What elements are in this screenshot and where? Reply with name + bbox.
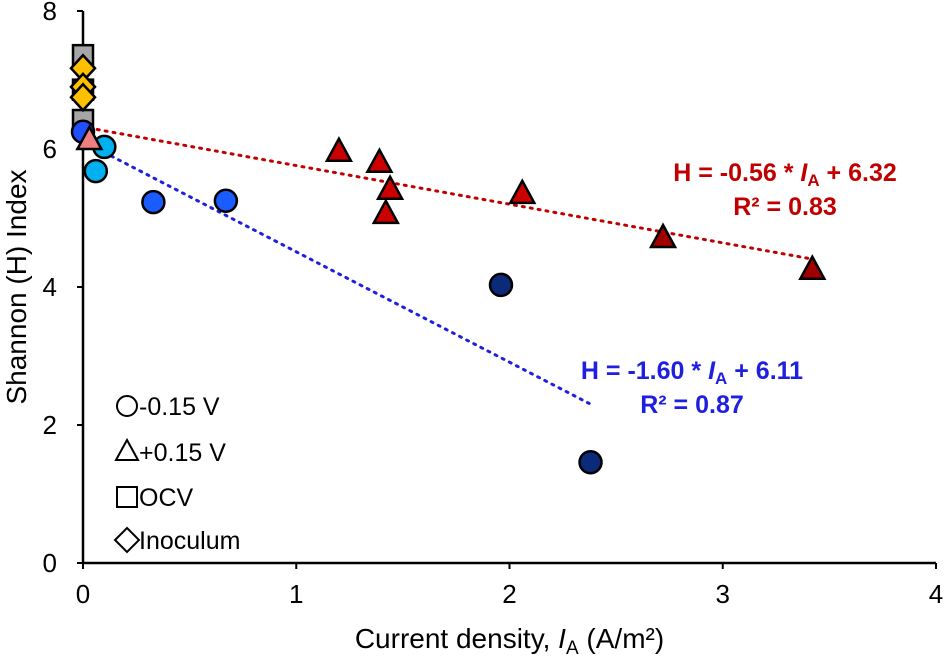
legend-square-icon: [116, 486, 138, 508]
y-tick-label: 0: [43, 548, 57, 578]
x-axis-label: Current density, IA (A/m²): [355, 623, 664, 659]
trendline-r2: R² = 0.87: [640, 391, 744, 419]
data-point-triangle: [365, 147, 394, 174]
legend-label: +0.15 V: [139, 439, 226, 467]
legend-label: OCV: [139, 484, 194, 512]
data-point-triangle: [371, 198, 400, 225]
trendline: [81, 139, 593, 406]
data-point-triangle: [508, 178, 537, 205]
x-tick-label: 1: [289, 579, 303, 609]
trendline-equation: H = -1.60 * IA + 6.11: [581, 357, 803, 388]
data-point-circle: [213, 188, 239, 213]
y-tick-label: 4: [43, 272, 57, 302]
trendline: [87, 126, 814, 261]
y-axis-label: Shannon (H) Index: [1, 169, 32, 404]
data-point-triangle: [75, 124, 104, 151]
y-tick-label: 6: [43, 134, 57, 164]
x-tick-label: 4: [929, 579, 943, 609]
data-point-triangle: [375, 174, 405, 200]
trendline-equation: H = -0.56 * IA + 6.32: [673, 159, 897, 190]
x-tick-label: 2: [502, 579, 516, 609]
y-tick-label: 2: [43, 410, 57, 440]
data-point-triangle: [648, 222, 678, 249]
trendline-r2: R² = 0.83: [733, 193, 837, 221]
data-point-diamond: [69, 82, 97, 113]
data-point-circle: [578, 450, 603, 475]
data-point-circle: [488, 272, 514, 298]
legend-label: Inoculum: [139, 527, 240, 555]
legend-label: -0.15 V: [139, 393, 220, 421]
data-point-triangle: [324, 136, 354, 163]
data-point-triangle: [798, 254, 827, 280]
legend-triangle-icon: [114, 437, 140, 461]
data-point-circle: [83, 158, 109, 184]
legend-diamond-icon: [113, 526, 141, 554]
legend-circle-icon: [116, 395, 138, 417]
x-tick-label: 3: [716, 579, 730, 609]
y-tick-label: 8: [43, 0, 57, 26]
x-tick-label: 0: [76, 579, 90, 609]
data-point-circle: [141, 189, 166, 215]
